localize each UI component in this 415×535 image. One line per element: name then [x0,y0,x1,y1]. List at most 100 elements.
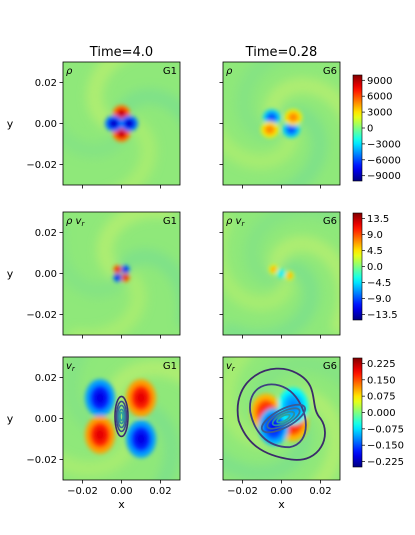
model-tag: G1 [163,216,177,227]
contour-level [114,395,129,438]
colorbar-tick-label: 0.000 [367,408,396,419]
field-features [269,265,294,280]
x-axis-label: x [118,498,125,511]
quantity-label: ρ vr [226,216,245,228]
x-tick-label: −0.02 [227,486,258,497]
contour-level [260,403,306,434]
field-layer [63,357,180,480]
y-tick-label: 0.02 [35,373,57,384]
contour-level [119,411,124,422]
contour-level [118,408,125,425]
colorbar-tick-label: −13.5 [367,310,398,321]
contour-level [116,404,127,429]
field-features [261,109,302,138]
tick-marks [59,377,161,484]
y-tick-label: −0.02 [26,160,57,171]
colorbar-tick-label: −0.225 [367,457,404,468]
colorbar-tick-label: 13.5 [367,214,389,225]
model-tag: G6 [323,361,337,372]
colorbar-tick-label: −0.075 [367,424,404,435]
contour-level [266,407,301,430]
contour-lines [114,395,129,438]
x-tick-label: 0.02 [149,486,171,497]
colorbar: 13.5 9.0 4.5 0.0 −4.5 −9.0 −13.5 [352,212,398,321]
field-features [104,105,139,142]
quantity-label: ρ vr [66,216,85,228]
swirl-arm [113,88,180,124]
swirl-arm [86,62,126,132]
field-layer [223,62,340,185]
x-tick-label: 0.02 [309,486,331,497]
field-layer [223,357,340,480]
y-tick-label: −0.02 [26,310,57,321]
colorbar-tick-label: −0.150 [367,441,404,452]
feature-blob [284,109,302,126]
feature-blob [126,379,156,417]
colorbar-tick-label: 9.0 [367,230,383,241]
swirl-arm [117,115,157,185]
y-tick-label: 0.00 [35,119,57,130]
model-tag: G1 [163,66,177,77]
tick-marks [219,232,321,339]
feature-blob [121,273,130,282]
feature-blob [126,420,156,458]
panel-6: −0.02 0.00 0.02 x vr G6 [219,356,341,511]
field-layer [63,212,180,335]
feature-blob [269,265,279,274]
swirl-arm [67,268,147,335]
field-background [63,212,180,335]
tick-marks [219,377,321,484]
field-layer [223,212,340,335]
feature-blob [284,271,294,280]
y-axis-label: y [7,268,14,281]
colorbar-tick-label: 9000 [367,76,392,87]
swirl-pattern [63,62,180,185]
quantity-label: vr [66,361,76,373]
swirl-arm [269,235,340,334]
colorbar-tick-label: 0.150 [367,375,396,386]
feature-blob [85,416,116,454]
swirl-arm [223,120,300,171]
colorbar-tick-label: −9.0 [367,294,391,305]
feature-blob [120,115,139,132]
model-tag: G6 [323,66,337,77]
contour-level [249,383,307,449]
x-tick-label: −0.02 [67,486,98,497]
swirl-arm [116,248,180,326]
y-axis-label: y [7,118,14,131]
swirl-arm [223,261,320,335]
field-layer [63,62,180,185]
y-axis-label: y [7,413,14,426]
colorbar-gradient [352,357,363,468]
colorbar-tick-label: 3000 [367,108,392,119]
panel-1: −0.02 0.00 0.02 y Time=4.0 ρ G1 [7,45,181,189]
colorbar: 0.225 0.150 0.075 0.000 −0.075 −0.150 −0.225 [352,357,404,468]
colorbar-tick-label: 0.075 [367,392,396,403]
contour-level [115,400,128,433]
swirl-arm [243,212,340,286]
colorbar-tick-label: −4.5 [367,278,391,289]
colorbar-tick-label: 6000 [367,92,392,103]
model-tag: G1 [163,361,177,372]
y-tick-label: −0.02 [26,455,57,466]
column-title: Time=0.28 [245,45,318,60]
panel-2: Time=0.28 ρ G6 [219,45,341,189]
feature-blob [113,265,122,274]
colorbar-tick-label: 0.225 [367,359,396,370]
panel-3: −0.02 0.00 0.02 y ρ vr G1 [7,211,181,339]
tick-marks [59,232,161,339]
feature-blob [263,109,281,126]
feature-blob [277,269,286,278]
model-tag: G6 [323,216,337,227]
contour-level [236,367,326,461]
feature-blob [113,273,122,282]
swirl-arm [263,76,340,127]
column-title: Time=4.0 [89,45,153,60]
swirl-pattern [223,212,340,335]
contour-lines [236,367,326,461]
y-tick-label: 0.02 [35,78,57,89]
feature-blob [121,265,130,274]
colorbar: 9000 6000 3000 0 −3000 −6000 −9000 [352,74,401,182]
x-axis-label: x [278,498,285,511]
